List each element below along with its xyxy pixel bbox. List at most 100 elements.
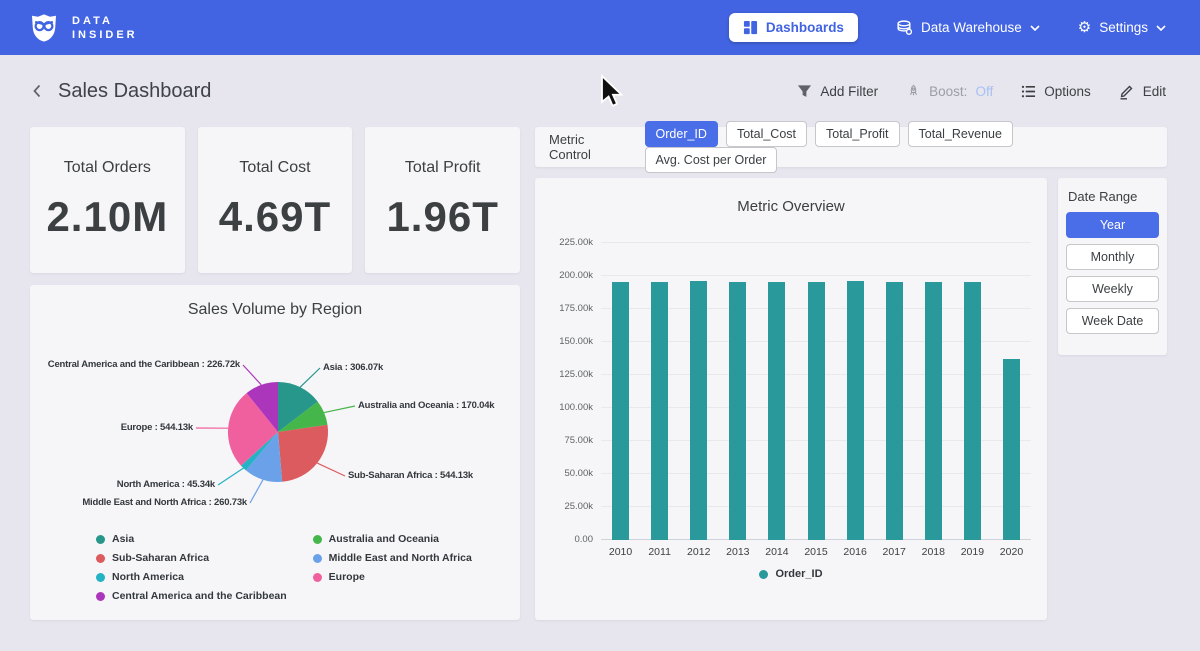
metric-option-total-profit[interactable]: Total_Profit <box>815 121 900 147</box>
metric-option-total-cost[interactable]: Total_Cost <box>726 121 807 147</box>
date-range-option-monthly[interactable]: Monthly <box>1066 244 1159 270</box>
legend-label: Australia and Oceania <box>329 533 439 545</box>
date-range-option-week-date[interactable]: Week Date <box>1066 308 1159 334</box>
date-range-option-weekly[interactable]: Weekly <box>1066 276 1159 302</box>
pie-legend-item-central-america-and-the-caribbean[interactable]: Central America and the Caribbean <box>96 590 287 602</box>
bar-slot <box>640 282 679 540</box>
bar-slot <box>836 281 875 540</box>
bar-series <box>601 229 1031 540</box>
x-tick-label: 2017 <box>875 546 914 558</box>
boost-label: Boost: <box>929 84 967 99</box>
bar-2015[interactable] <box>808 282 825 540</box>
bar-chart-title: Metric Overview <box>535 178 1047 215</box>
legend-dot <box>96 535 105 544</box>
pie-leader-line <box>250 480 263 503</box>
metric-options: Order_ID Total_Cost Total_Profit Total_Reve… <box>645 121 1153 173</box>
dashboard-body: Total Orders 2.10M Total Cost 4.69T Tota… <box>0 127 1200 620</box>
page-title: Sales Dashboard <box>58 80 211 103</box>
legend-label: Middle East and North Africa <box>329 552 472 564</box>
kpi-card-total-orders: Total Orders 2.10M <box>30 127 185 273</box>
legend-label: Europe <box>329 571 365 583</box>
bar-slot <box>875 282 914 540</box>
left-column: Total Orders 2.10M Total Cost 4.69T Tota… <box>30 127 520 620</box>
pie-legend-item-europe[interactable]: Europe <box>313 571 472 583</box>
y-tick-label: 125.00k <box>537 369 593 380</box>
pie-leader-line <box>300 368 320 387</box>
boost-toggle[interactable]: Boost: Off <box>906 84 993 99</box>
bar-slot <box>679 281 718 540</box>
back-button[interactable] <box>30 83 46 99</box>
bar-slot <box>718 282 757 540</box>
y-tick-label: 0.00 <box>537 534 593 545</box>
date-range-options: Year Monthly Weekly Week Date <box>1066 212 1159 334</box>
x-tick-label: 2011 <box>640 546 679 558</box>
options-label: Options <box>1044 84 1091 99</box>
brand-line1: DATA <box>72 14 138 28</box>
bar-2012[interactable] <box>690 281 707 540</box>
pie-legend-item-north-america[interactable]: North America <box>96 571 287 583</box>
add-filter-button[interactable]: Add Filter <box>797 84 878 99</box>
pie-label-australia-and-oceania: Australia and Oceania : 170.04k <box>358 400 494 411</box>
x-tick-label: 2015 <box>796 546 835 558</box>
bar-chart-card: Metric Overview 0.0025.00k50.00k75.00k10… <box>535 178 1047 620</box>
legend-dot <box>313 554 322 563</box>
x-tick-label: 2020 <box>992 546 1031 558</box>
header-actions: Add Filter Boost: Off <box>797 83 1166 100</box>
metric-option-order-id[interactable]: Order_ID <box>645 121 718 147</box>
kpi-value: 1.96T <box>386 193 498 241</box>
x-tick-label: 2019 <box>953 546 992 558</box>
bar-2017[interactable] <box>886 282 903 540</box>
bar-legend[interactable]: Order_ID <box>535 568 1047 580</box>
bar-2020[interactable] <box>1003 359 1020 540</box>
pie-legend-item-sub-saharan-africa[interactable]: Sub-Saharan Africa <box>96 552 287 564</box>
bar-2018[interactable] <box>925 282 942 540</box>
data-warehouse-menu[interactable]: Data Warehouse <box>896 20 1040 35</box>
list-icon <box>1021 84 1036 99</box>
kpi-card-total-cost: Total Cost 4.69T <box>198 127 353 273</box>
pie-legend-item-asia[interactable]: Asia <box>96 533 287 545</box>
edit-button[interactable]: Edit <box>1119 83 1166 100</box>
kpi-value: 2.10M <box>46 193 168 241</box>
add-filter-label: Add Filter <box>820 84 878 99</box>
settings-menu[interactable]: ⚙ Settings <box>1078 20 1166 35</box>
right-lower-row: Metric Overview 0.0025.00k50.00k75.00k10… <box>535 178 1167 620</box>
y-tick-label: 175.00k <box>537 303 593 314</box>
pie-leader-line <box>218 468 243 485</box>
settings-label: Settings <box>1099 20 1148 35</box>
bar-slot <box>953 282 992 540</box>
kpi-card-total-profit: Total Profit 1.96T <box>365 127 520 273</box>
pie-chart-card: Sales Volume by Region Asia : 306.07kAus… <box>30 285 520 620</box>
bar-2014[interactable] <box>768 282 785 540</box>
date-range-label: Date Range <box>1068 189 1159 204</box>
bar-2011[interactable] <box>651 282 668 540</box>
legend-dot <box>759 570 768 579</box>
bar-2016[interactable] <box>847 281 864 540</box>
chevron-down-icon <box>1030 25 1040 31</box>
rocket-icon <box>906 84 921 99</box>
metric-option-total-revenue[interactable]: Total_Revenue <box>908 121 1013 147</box>
pie-leader-line <box>243 365 261 385</box>
chevron-left-icon <box>30 83 46 99</box>
x-tick-label: 2016 <box>836 546 875 558</box>
pie-legend-item-australia-and-oceania[interactable]: Australia and Oceania <box>313 533 472 545</box>
gear-icon: ⚙ <box>1078 20 1091 35</box>
dashboards-button[interactable]: Dashboards <box>729 13 858 42</box>
y-tick-label: 200.00k <box>537 270 593 281</box>
top-navbar: DATA INSIDER Dashboards <box>0 0 1200 55</box>
pie-slice-sub-saharan-africa[interactable] <box>278 425 328 482</box>
dashboard-grid-icon <box>743 20 758 35</box>
metric-option-avg-cost-per-order[interactable]: Avg. Cost per Order <box>645 147 778 173</box>
legend-dot <box>96 554 105 563</box>
date-range-option-year[interactable]: Year <box>1066 212 1159 238</box>
kpi-row: Total Orders 2.10M Total Cost 4.69T Tota… <box>30 127 520 273</box>
bar-2010[interactable] <box>612 282 629 540</box>
x-tick-label: 2014 <box>757 546 796 558</box>
legend-label: Sub-Saharan Africa <box>112 552 209 564</box>
options-button[interactable]: Options <box>1021 84 1091 99</box>
bar-2019[interactable] <box>964 282 981 540</box>
metric-control-label: Metric Control <box>549 132 629 162</box>
pie-legend-item-middle-east-and-north-africa[interactable]: Middle East and North Africa <box>313 552 472 564</box>
bar-2013[interactable] <box>729 282 746 540</box>
kpi-value: 4.69T <box>219 193 331 241</box>
pie-label-central-america-and-the-caribbean: Central America and the Caribbean : 226.… <box>30 359 240 370</box>
